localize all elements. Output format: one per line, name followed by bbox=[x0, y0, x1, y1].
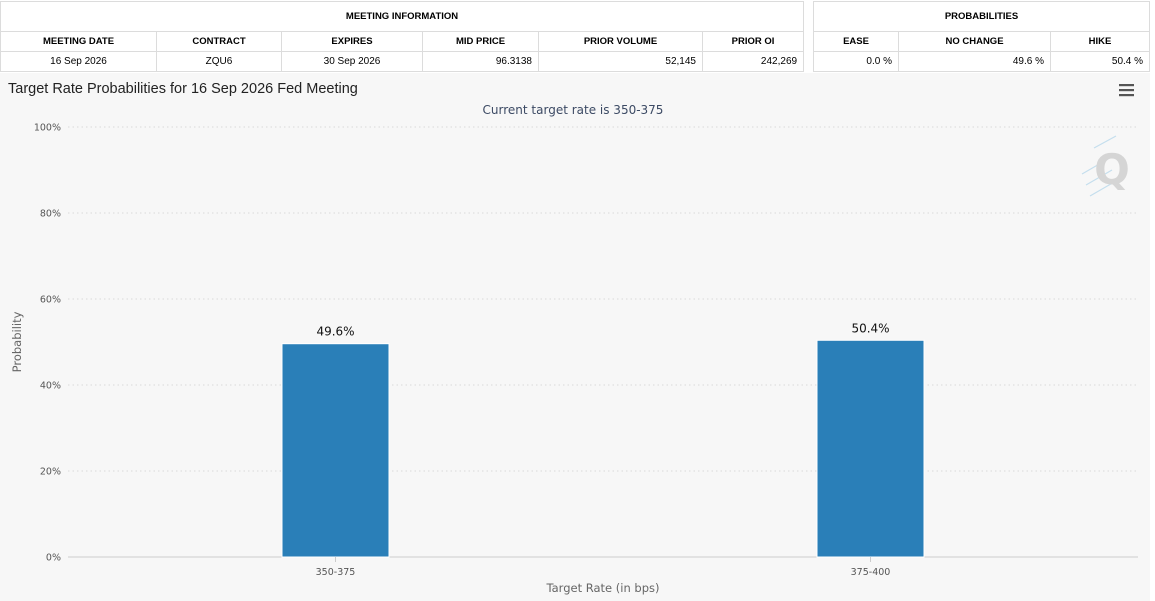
y-axis-ticks: 0% 20% 40% 60% 80% 100% bbox=[34, 123, 61, 564]
col-ease: EASE bbox=[813, 31, 899, 52]
cell-ease: 0.0 % bbox=[813, 51, 899, 72]
col-prior-volume: PRIOR VOLUME bbox=[538, 31, 703, 52]
cell-prior-oi: 242,269 bbox=[701, 51, 805, 72]
y-tick-label: 40% bbox=[40, 381, 61, 392]
bar[interactable] bbox=[281, 343, 390, 558]
col-expires: EXPIRES bbox=[281, 31, 423, 52]
y-tick-label: 60% bbox=[40, 295, 61, 306]
grid-lines bbox=[68, 126, 1138, 472]
col-mid-price: MID PRICE bbox=[422, 31, 539, 52]
cell-meeting-date: 16 Sep 2026 bbox=[0, 51, 157, 72]
data-label: 50.4% bbox=[851, 321, 889, 335]
cell-prior-volume: 52,145 bbox=[538, 51, 703, 72]
col-no-change: NO CHANGE bbox=[898, 31, 1051, 52]
y-tick-label: 0% bbox=[46, 553, 61, 564]
col-prior-oi: PRIOR OI bbox=[701, 31, 805, 52]
data-labels: 49.6% 50.4% bbox=[316, 321, 889, 338]
table-row: 16 Sep 2026 ZQU6 30 Sep 2026 96.3138 52,… bbox=[0, 51, 805, 72]
cell-no-change: 49.6 % bbox=[898, 51, 1051, 72]
x-axis-title: Target Rate (in bps) bbox=[546, 581, 660, 595]
meeting-information-table: MEETING INFORMATION MEETING DATE CONTRAC… bbox=[0, 1, 805, 72]
meeting-information-header: MEETING INFORMATION bbox=[0, 1, 805, 32]
y-tick-label: 20% bbox=[40, 467, 61, 478]
q-logo-watermark: Q bbox=[1081, 135, 1130, 197]
data-label: 49.6% bbox=[316, 325, 354, 339]
y-tick-label: 100% bbox=[34, 123, 61, 134]
x-axis-ticks: 350-375 375-400 bbox=[316, 557, 891, 578]
chart-subtitle: Current target rate is 350-375 bbox=[483, 103, 664, 117]
cell-hike: 50.4 % bbox=[1049, 51, 1151, 72]
chart-title: Target Rate Probabilities for 16 Sep 202… bbox=[8, 81, 358, 97]
bar[interactable] bbox=[816, 339, 925, 558]
col-hike: HIKE bbox=[1049, 31, 1151, 52]
bars bbox=[281, 339, 925, 558]
y-axis-title: Probability bbox=[10, 311, 24, 372]
cell-mid-price: 96.3138 bbox=[422, 51, 539, 72]
target-rate-chart: Target Rate Probabilities for 16 Sep 202… bbox=[0, 73, 1150, 601]
cell-contract: ZQU6 bbox=[156, 51, 282, 72]
x-tick-label: 350-375 bbox=[316, 567, 356, 578]
cell-expires: 30 Sep 2026 bbox=[281, 51, 423, 72]
col-meeting-date: MEETING DATE bbox=[0, 31, 157, 52]
x-tick-label: 375-400 bbox=[851, 567, 891, 578]
hamburger-menu-icon[interactable] bbox=[1114, 81, 1140, 101]
probabilities-table: PROBABILITIES EASE NO CHANGE HIKE 0.0 % … bbox=[812, 1, 1151, 72]
y-tick-label: 80% bbox=[40, 209, 61, 220]
watermark-letter: Q bbox=[1094, 145, 1130, 194]
col-contract: CONTRACT bbox=[156, 31, 282, 52]
chart-canvas: Target Rate Probabilities for 16 Sep 202… bbox=[8, 81, 1140, 595]
table-row: 0.0 % 49.6 % 50.4 % bbox=[813, 51, 1151, 72]
probabilities-header: PROBABILITIES bbox=[812, 1, 1151, 32]
